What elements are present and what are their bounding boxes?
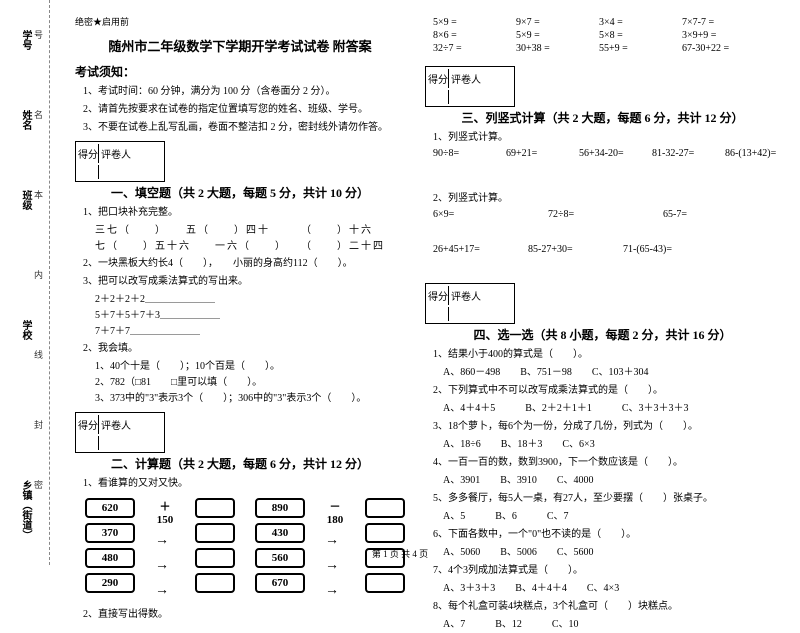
section-4-title: 四、选一选（共 8 小题，每题 2 分，共计 16 分） bbox=[425, 326, 780, 343]
arrow-icon: → bbox=[155, 581, 175, 601]
flow-empty bbox=[365, 498, 405, 518]
flow-box: 890 bbox=[255, 498, 305, 518]
score-label: 得分 bbox=[78, 415, 99, 434]
instruction-1: 1、考试时间：60 分钟，满分为 100 分（含卷面分 2 分）。 bbox=[83, 84, 405, 99]
score-box: 得分评卷人 bbox=[425, 66, 515, 107]
section-3-title: 三、列竖式计算（共 2 大题，每题 6 分，共计 12 分） bbox=[425, 109, 780, 126]
q1c-line: 2＋2＋2＋2＿＿＿＿＿＿＿ bbox=[95, 292, 405, 307]
q1-line: 三七（ ） 五（ ）四十 （ ）十六 bbox=[95, 223, 405, 238]
margin-label-xuehao: 学号 bbox=[18, 30, 33, 50]
s4-item: 1、结果小于400的算式是（ ）。 bbox=[433, 347, 780, 363]
grader-label: 评卷人 bbox=[101, 144, 131, 163]
calc-row: 8×6 =5×9 =5×8 =3×9+9 = bbox=[433, 30, 780, 41]
flow-empty bbox=[365, 573, 405, 593]
q1: 1、把口块补充完整。 bbox=[83, 205, 405, 221]
s2-q1: 1、看谁算的又对又快。 bbox=[83, 476, 405, 492]
s4-item: A、3＋3＋3 B、4＋4＋4 C、4×3 bbox=[433, 581, 780, 597]
s4-item: 5、多多餐厅，每5人一桌，有27人，至少要摆（ ）张桌子。 bbox=[433, 491, 780, 507]
margin-label-banji: 班级 bbox=[18, 190, 33, 210]
flow-box: 430 bbox=[255, 523, 305, 543]
flow-empty bbox=[195, 573, 235, 593]
margin-label-xiangzhen: 乡镇（街道） bbox=[18, 480, 33, 540]
calc-row: 5×9 =9×7 =3×4 =7×7-7 = bbox=[433, 17, 780, 28]
s4-item: A、4＋4＋5 B、2＋2＋1＋1 C、3＋3＋3＋3 bbox=[433, 401, 780, 417]
q1c-line: 5＋7＋5＋7＋3＿＿＿＿＿＿ bbox=[95, 308, 405, 323]
s3-row: 6×9=72÷8=65-7= bbox=[433, 209, 780, 220]
s3-row: 26+45+17=85-27+30=71-(65-43)= bbox=[433, 244, 780, 255]
flow-empty bbox=[365, 523, 405, 543]
s4-item: 6、下面各数中，一个"0"也不读的是（ ）。 bbox=[433, 527, 780, 543]
s2-q2: 2、直接写出得数。 bbox=[83, 607, 405, 623]
flow-box: 620 bbox=[85, 498, 135, 518]
score-label: 得分 bbox=[78, 144, 99, 163]
margin-label-xuexiao: 学校 bbox=[18, 320, 33, 340]
section-2-title: 二、计算题（共 2 大题，每题 6 分，共计 12 分） bbox=[75, 455, 405, 472]
q2-line: 2、782（□81 □里可以填（ ）。 bbox=[95, 375, 405, 390]
score-blank bbox=[78, 165, 99, 179]
s4-item: A、7 B、12 C、10 bbox=[433, 617, 780, 633]
flow-op: ＋150 bbox=[155, 498, 175, 526]
calc-row: 32÷7 =30+38 =55+9 =67-30+22 = bbox=[433, 43, 780, 54]
instruction-2: 2、请首先按要求在试卷的指定位置填写您的姓名、班级、学号。 bbox=[83, 102, 405, 117]
q2-line: 3、373中的"3"表示3个（ ）；306中的"3"表示3个（ ）。 bbox=[95, 391, 405, 406]
margin-hint: 名 bbox=[32, 110, 45, 119]
flow-box: 290 bbox=[85, 573, 135, 593]
q1b: 2、一块黑板大约长4（ ）， 小丽的身高约112（ ）。 bbox=[83, 256, 405, 272]
grader-label: 评卷人 bbox=[101, 415, 131, 434]
section-1-title: 一、填空题（共 2 大题，每题 5 分，共计 10 分） bbox=[75, 184, 405, 201]
grader-blank bbox=[101, 165, 131, 179]
page-footer: 第 1 页 共 4 页 bbox=[0, 547, 800, 560]
s4-item: 4、一百一百的数，数到3900，下一个数应该是（ ）。 bbox=[433, 455, 780, 471]
q1c-line: 7＋7＋7＿＿＿＿＿＿＿ bbox=[95, 324, 405, 339]
flow-empty bbox=[195, 523, 235, 543]
s4-item: A、860－498 B、751－98 C、103＋304 bbox=[433, 365, 780, 381]
margin-label-xingming: 姓名 bbox=[18, 110, 33, 130]
margin-hint: 内 bbox=[32, 270, 45, 279]
notice-heading: 考试须知： bbox=[75, 63, 405, 80]
margin-hint: 号 bbox=[32, 30, 45, 39]
s3-q1: 1、列竖式计算。 bbox=[433, 130, 780, 146]
q2-line: 1、40个十是（ ）；10个百是（ ）。 bbox=[95, 359, 405, 374]
score-box: 得分评卷人 bbox=[75, 412, 165, 453]
q2: 2、我会填。 bbox=[83, 341, 405, 357]
s4-item: 2、下列算式中不可以改写成乘法算式的是（ ）。 bbox=[433, 383, 780, 399]
flow-box: 370 bbox=[85, 523, 135, 543]
flow-box: 670 bbox=[255, 573, 305, 593]
q1-line: 七（ ）五十六 一六（ ） （ ）二十四 bbox=[95, 239, 405, 254]
flow-empty bbox=[195, 498, 235, 518]
exam-title: 随州市二年级数学下学期开学考试试卷 附答案 bbox=[75, 36, 405, 55]
s3-row: 90÷8=69+21=56+34-20=81-32-27=86-(13+42)= bbox=[433, 148, 780, 159]
margin-hint: 封 bbox=[32, 420, 45, 429]
right-column: 5×9 =9×7 =3×4 =7×7-7 = 8×6 =5×9 =5×8 =3×… bbox=[415, 15, 790, 560]
s3-q2: 2、列竖式计算。 bbox=[433, 191, 780, 207]
confidential-marker: 绝密★启用前 bbox=[75, 15, 405, 28]
margin-hint: 本 bbox=[32, 190, 45, 199]
q1c: 3、把可以改写成乘法算式的写出来。 bbox=[83, 274, 405, 290]
s4-item: 7、4个3列成加法算式是（ ）。 bbox=[433, 563, 780, 579]
s4-item: 8、每个礼盒可装4块糕点，3个礼盒可（ ）块糕点。 bbox=[433, 599, 780, 615]
left-column: 绝密★启用前 随州市二年级数学下学期开学考试试卷 附答案 考试须知： 1、考试时… bbox=[65, 15, 415, 560]
instruction-3: 3、不要在试卷上乱写乱画，卷面不整洁扣 2 分，密封线外请勿作答。 bbox=[83, 120, 405, 135]
arrow-icon: → bbox=[325, 581, 345, 601]
margin-hint: 线 bbox=[32, 350, 45, 359]
margin-hint: 密 bbox=[32, 480, 45, 489]
s4-item: A、18÷6 B、18＋3 C、6×3 bbox=[433, 437, 780, 453]
binding-margin: 学号 号 姓名 名 班级 本 内 学校 线 封 乡镇（街道） 密 bbox=[0, 0, 50, 565]
s4-item: 3、18个萝卜，每6个为一份，分成了几份，列式为（ ）。 bbox=[433, 419, 780, 435]
s4-item: A、3901 B、3910 C、4000 bbox=[433, 473, 780, 489]
flow-op: －180 bbox=[325, 498, 345, 526]
score-box: 得分评卷人 bbox=[425, 283, 515, 324]
score-box: 得分评卷人 bbox=[75, 141, 165, 182]
s4-item: A、5 B、6 C、7 bbox=[433, 509, 780, 525]
main-content: 绝密★启用前 随州市二年级数学下学期开学考试试卷 附答案 考试须知： 1、考试时… bbox=[50, 0, 800, 565]
